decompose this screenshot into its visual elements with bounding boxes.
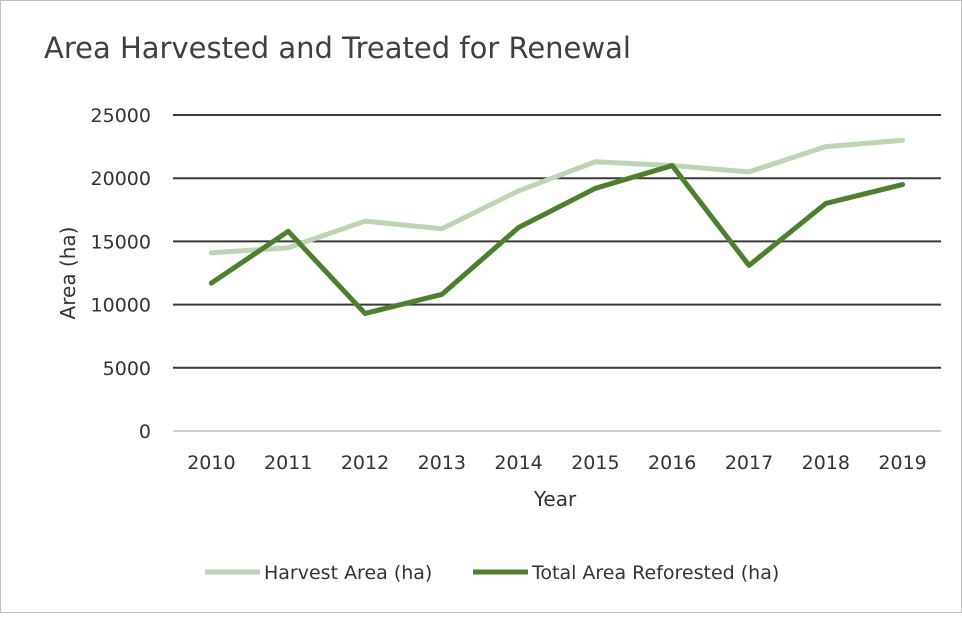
x-tick-label: 2016 [648, 452, 696, 474]
x-tick-label: 2017 [725, 452, 773, 474]
y-tick-label: 20000 [91, 168, 151, 190]
y-tick-label: 0 [139, 421, 151, 443]
x-tick-label: 2011 [264, 452, 312, 474]
y-tick-label: 10000 [91, 295, 151, 317]
legend-label: Total Area Reforested (ha) [531, 562, 779, 584]
legend-label: Harvest Area (ha) [264, 562, 432, 584]
y-tick-label: 15000 [91, 231, 151, 253]
x-tick-label: 2014 [494, 452, 542, 474]
y-tick-label: 25000 [91, 105, 151, 127]
y-axis-label: Area (ha) [56, 227, 80, 320]
y-tick-label: 5000 [103, 358, 151, 380]
x-tick-label: 2015 [571, 452, 619, 474]
chart-title: Area Harvested and Treated for Renewal [44, 31, 631, 65]
x-tick-label: 2019 [878, 452, 926, 474]
x-tick-label: 2012 [341, 452, 389, 474]
x-tick-label: 2013 [418, 452, 466, 474]
series-line [211, 140, 902, 252]
x-tick-label: 2010 [187, 452, 235, 474]
x-axis-label: Year [533, 487, 577, 511]
x-tick-label: 2018 [802, 452, 850, 474]
